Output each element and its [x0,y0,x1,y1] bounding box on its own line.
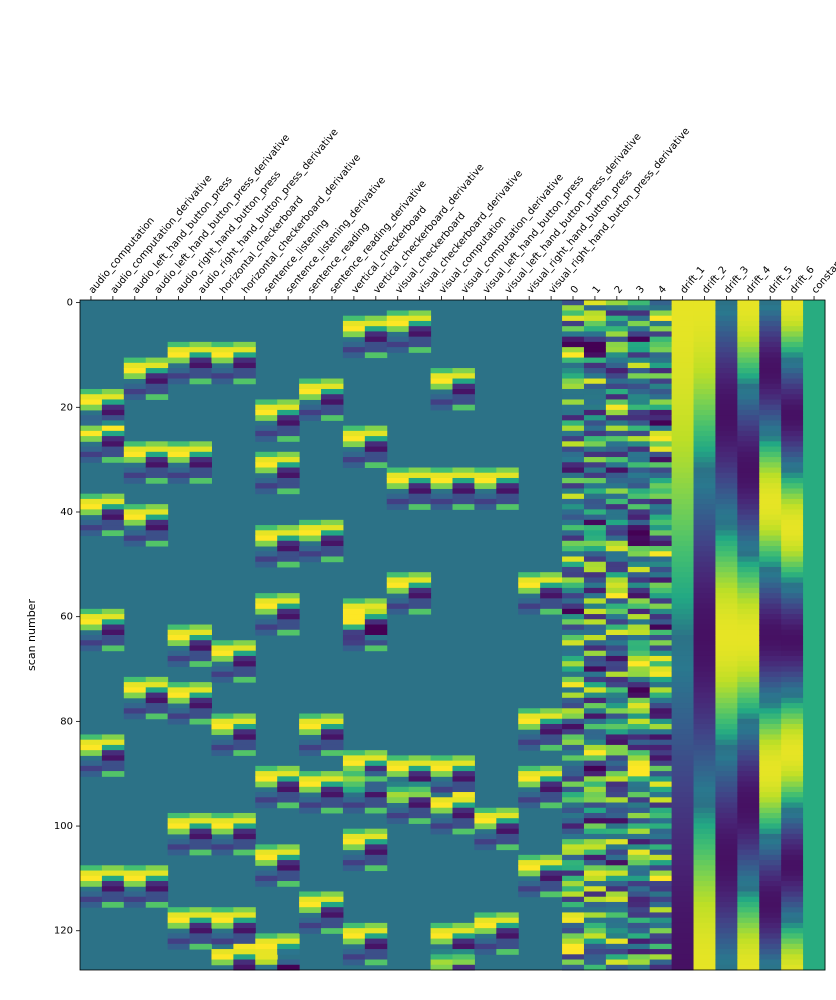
y-tick-label: 0 [67,298,73,309]
x-tick-label: 4 [657,284,670,296]
x-tick-label: constant [810,255,836,295]
y-tick-label: 40 [60,507,73,518]
x-tick-label: 1 [591,284,604,296]
y-tick-label: 60 [60,612,73,623]
y-tick-label: 100 [54,821,73,832]
x-tick-label: 2 [613,284,626,296]
y-tick-label: 120 [54,926,73,937]
y-tick-label: 20 [60,402,73,413]
x-axis: audio_computationaudio_computation_deriv… [87,126,836,300]
x-tick-label: 0 [569,284,582,296]
y-axis-label: scan number [25,599,38,671]
y-axis: 0 20 40 60 80 100 120 [54,298,80,937]
y-tick-label: 80 [60,716,73,727]
design-matrix-heatmap: 020406080100120scan numberaudio_computat… [0,0,836,1000]
x-tick-label: 3 [635,284,648,296]
